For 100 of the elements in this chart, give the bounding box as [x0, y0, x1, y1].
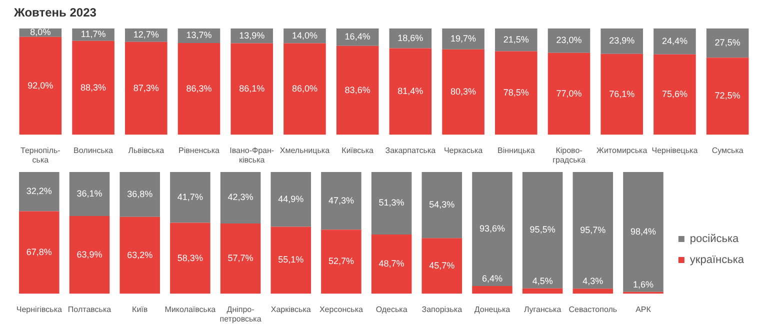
- bar: [371, 234, 412, 294]
- data-label: 32,2%: [26, 186, 52, 196]
- data-label: 86,0%: [292, 84, 318, 94]
- data-label: 93,6%: [479, 223, 505, 234]
- x-tick-label: Чернігівська: [16, 304, 63, 314]
- data-label: 13,9%: [239, 30, 265, 40]
- x-tick-label: АРК: [636, 304, 652, 314]
- x-tick-label: Житомирська: [596, 146, 648, 155]
- bar: [389, 48, 432, 135]
- x-tick-label: Миколаївська: [164, 304, 216, 314]
- bar: [472, 172, 512, 286]
- data-label: 27,5%: [714, 38, 740, 48]
- data-label: 8,0%: [30, 27, 51, 38]
- data-label: 57,7%: [228, 253, 254, 264]
- data-label: 16,4%: [344, 32, 370, 42]
- x-tick-label: Луганська: [524, 304, 562, 314]
- bar: [19, 172, 60, 212]
- data-label: 95,5%: [530, 224, 556, 235]
- bar: [522, 172, 563, 288]
- x-tick-label: Рівненська: [178, 146, 220, 155]
- data-label: 72,5%: [714, 90, 740, 101]
- bar: [495, 28, 538, 52]
- data-label: 19,7%: [450, 33, 476, 44]
- bar: [19, 36, 62, 135]
- bar: [170, 222, 210, 294]
- data-label: 13,7%: [186, 30, 212, 40]
- bar: [19, 211, 60, 294]
- data-label: 47,3%: [328, 195, 354, 206]
- x-tick-label: Тернопіль- ська: [20, 146, 61, 164]
- x-tick-label: Кірово- градська: [552, 146, 586, 164]
- x-tick-label: Дніпро- петровська: [220, 304, 262, 324]
- bar: [178, 42, 220, 135]
- data-label: 86,1%: [239, 83, 265, 94]
- data-label: 14,0%: [292, 30, 318, 40]
- x-tick-label: Херсонська: [319, 304, 364, 314]
- x-tick-label: Івано-Фран- ківська: [230, 146, 274, 164]
- data-label: 95,7%: [580, 224, 606, 235]
- x-tick-label: Волинська: [74, 146, 114, 155]
- bar: [69, 216, 110, 294]
- data-label: 86,3%: [186, 83, 212, 94]
- bar: [220, 224, 261, 294]
- bar: [284, 43, 326, 135]
- bar: [270, 172, 312, 227]
- data-label: 77,0%: [556, 88, 582, 98]
- bar: [548, 52, 590, 135]
- legend-label: російська: [690, 233, 740, 246]
- data-label: 36,8%: [127, 188, 153, 199]
- data-label: 63,9%: [76, 249, 102, 260]
- x-tick-label: Київська: [342, 146, 374, 155]
- data-label: 87,3%: [133, 82, 159, 93]
- x-tick-label: Донецька: [474, 304, 511, 314]
- x-tick-label: Севастополь: [568, 304, 618, 314]
- bar: [654, 54, 696, 135]
- bar: [495, 51, 538, 135]
- x-tick-label: Хмельницька: [280, 146, 330, 155]
- x-tick-label: Київ: [132, 304, 148, 314]
- data-label: 4,5%: [532, 276, 553, 286]
- bar: [572, 172, 614, 289]
- bar: [230, 43, 273, 135]
- bar: [321, 172, 362, 230]
- bar: [125, 42, 168, 135]
- bar: [706, 58, 749, 135]
- x-tick-label: Черкаська: [444, 146, 484, 155]
- data-label: 78,5%: [503, 88, 529, 98]
- x-tick-label: Одеська: [376, 304, 408, 314]
- bar: [654, 28, 696, 54]
- bar: [623, 172, 664, 292]
- bar: [72, 40, 114, 135]
- data-label: 80,3%: [450, 86, 476, 97]
- data-label: 21,5%: [503, 34, 529, 44]
- data-label: 45,7%: [429, 260, 455, 270]
- data-label: 63,2%: [127, 250, 153, 260]
- x-tick-label: Сумська: [712, 146, 744, 155]
- data-label: 6,4%: [482, 273, 502, 284]
- bar: [522, 288, 563, 294]
- bar: [321, 230, 362, 294]
- data-label: 42,3%: [228, 192, 254, 202]
- data-label: 52,7%: [328, 256, 354, 266]
- data-label: 23,9%: [609, 36, 635, 46]
- bar: [69, 172, 110, 216]
- data-label: 76,1%: [609, 88, 635, 99]
- x-tick-label: Львівська: [128, 146, 165, 155]
- x-tick-label: Закарпатська: [385, 146, 436, 155]
- data-label: 11,7%: [80, 29, 106, 40]
- data-label: 92,0%: [28, 80, 54, 90]
- chart-title: Жовтень 2023: [13, 6, 97, 20]
- x-tick-label: Харківська: [270, 304, 312, 314]
- bar: [371, 172, 412, 234]
- bar: [548, 28, 590, 53]
- bar: [706, 28, 749, 58]
- data-label: 36,1%: [76, 188, 102, 198]
- x-tick-label: Запорізька: [422, 304, 463, 314]
- data-label: 24,4%: [662, 36, 688, 46]
- bar: [442, 28, 484, 50]
- bar: [422, 172, 462, 238]
- bar: [422, 238, 462, 294]
- data-label: 88,3%: [80, 82, 106, 92]
- data-label: 41,7%: [177, 192, 203, 202]
- x-tick-label: Полтавська: [68, 304, 112, 314]
- bar: [442, 49, 484, 135]
